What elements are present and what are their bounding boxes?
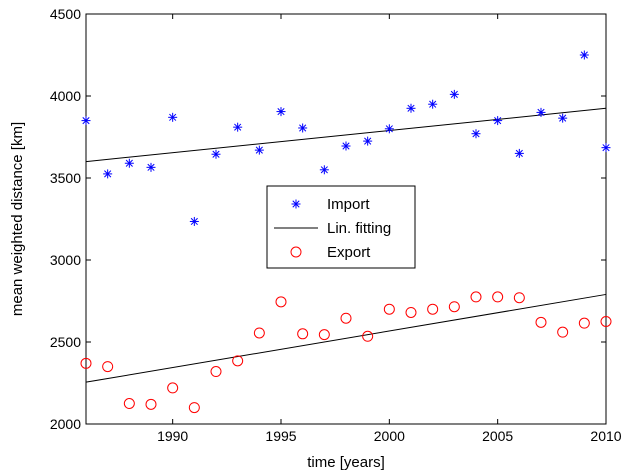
x-tick-label: 1990	[157, 428, 188, 444]
import-point	[472, 129, 481, 138]
x-axis-label: time [years]	[307, 454, 385, 471]
import-point	[407, 104, 416, 113]
import-point	[212, 150, 221, 159]
y-tick-label: 4500	[50, 6, 81, 22]
import-point	[147, 163, 156, 172]
import-point	[125, 159, 134, 168]
import-point	[277, 107, 286, 116]
import-point	[515, 149, 524, 158]
import-point	[168, 113, 177, 122]
legend: Import Lin. fitting Export	[267, 186, 415, 268]
x-tick-label: 2010	[590, 428, 621, 444]
y-tick-label: 4000	[50, 88, 81, 104]
x-tick-label: 2000	[374, 428, 405, 444]
legend-export-label: Export	[327, 244, 371, 261]
import-point	[580, 51, 589, 60]
import-point	[558, 114, 567, 123]
y-axis-label: mean weighted distance [km]	[9, 122, 26, 316]
import-point	[385, 124, 394, 133]
import-point	[190, 217, 199, 226]
legend-import-label: Import	[327, 196, 370, 213]
import-point	[428, 100, 437, 109]
y-tick-label: 3500	[50, 170, 81, 186]
legend-import-marker	[292, 200, 301, 209]
x-tick-label: 2005	[482, 428, 513, 444]
import-point	[82, 116, 91, 125]
import-point	[363, 137, 372, 146]
y-tick-label: 2000	[50, 416, 81, 432]
x-tick-label: 1995	[265, 428, 296, 444]
import-point	[342, 142, 351, 151]
legend-fit-label: Lin. fitting	[327, 220, 391, 237]
y-tick-label: 2500	[50, 334, 81, 350]
import-point	[537, 108, 546, 117]
import-point	[233, 123, 242, 132]
import-point	[298, 123, 307, 132]
y-tick-label: 3000	[50, 252, 81, 268]
import-point	[320, 165, 329, 174]
import-point	[493, 116, 502, 125]
import-point	[602, 143, 611, 152]
import-point	[450, 90, 459, 99]
import-point	[103, 169, 112, 178]
import-point	[255, 146, 264, 155]
